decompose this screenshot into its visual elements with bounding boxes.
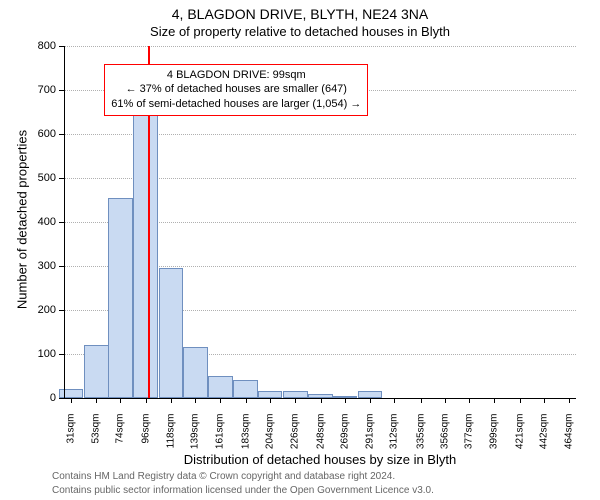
histogram-bar [208, 376, 233, 398]
y-tick-label: 0 [24, 392, 56, 404]
histogram-bar [183, 347, 208, 398]
footer-line: Contains HM Land Registry data © Crown c… [52, 470, 434, 484]
gridline [64, 46, 576, 48]
y-tick-label: 100 [24, 348, 56, 360]
y-axis-line [64, 46, 65, 398]
annotation-box: 4 BLAGDON DRIVE: 99sqm ← 37% of detached… [104, 64, 368, 117]
histogram-bar [283, 391, 308, 398]
histogram-bar [233, 380, 258, 398]
annotation-line: 4 BLAGDON DRIVE: 99sqm [111, 68, 361, 83]
histogram-bar [159, 268, 184, 398]
annotation-line: ← 37% of detached houses are smaller (64… [111, 82, 361, 97]
histogram-bar [108, 198, 133, 398]
y-axis-title: Number of detached properties [15, 120, 30, 320]
y-tick-label: 700 [24, 84, 56, 96]
chart-title-line1: 4, BLAGDON DRIVE, BLYTH, NE24 3NA [0, 6, 600, 22]
x-axis-line [64, 398, 576, 399]
annotation-line: 61% of semi-detached houses are larger (… [111, 97, 361, 112]
x-axis-title: Distribution of detached houses by size … [64, 452, 576, 467]
histogram-bar [84, 345, 109, 398]
histogram-bar [258, 391, 283, 398]
chart-container: 4, BLAGDON DRIVE, BLYTH, NE24 3NA Size o… [0, 0, 600, 500]
histogram-bar [358, 391, 383, 398]
histogram-bar [59, 389, 84, 398]
footer-attribution: Contains HM Land Registry data © Crown c… [52, 470, 434, 497]
footer-line: Contains public sector information licen… [52, 484, 434, 498]
histogram-bar [133, 81, 158, 398]
y-tick-label: 800 [24, 40, 56, 52]
chart-title-line2: Size of property relative to detached ho… [0, 24, 600, 39]
